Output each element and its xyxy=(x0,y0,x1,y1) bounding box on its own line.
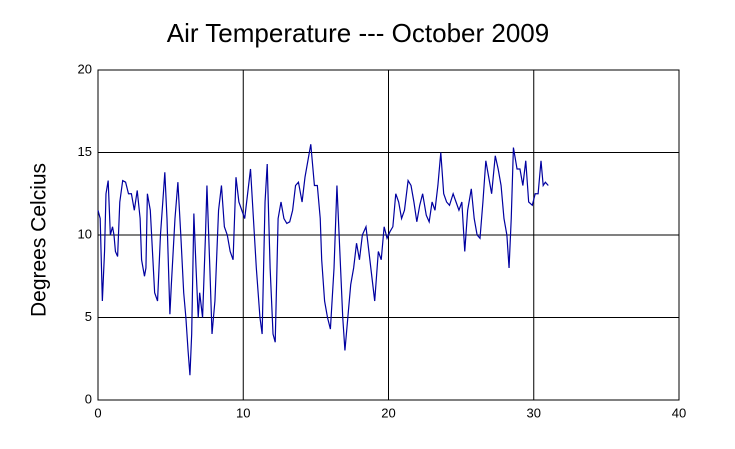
y-tick-label: 20 xyxy=(78,61,92,76)
x-tick-label: 20 xyxy=(381,405,395,420)
x-tick-label: 10 xyxy=(236,405,250,420)
data-line xyxy=(97,144,549,376)
y-tick-label: 10 xyxy=(78,226,92,241)
chart-title: Air Temperature --- October 2009 xyxy=(167,18,549,48)
y-tick-label: 0 xyxy=(85,391,92,406)
y-tick-label: 15 xyxy=(78,144,92,159)
y-tick-label: 5 xyxy=(85,309,92,324)
x-tick-label: 30 xyxy=(527,405,541,420)
y-axis-label: Degrees Celcius xyxy=(28,163,51,317)
x-tick-label: 40 xyxy=(672,405,686,420)
x-tick-label: 0 xyxy=(94,405,101,420)
